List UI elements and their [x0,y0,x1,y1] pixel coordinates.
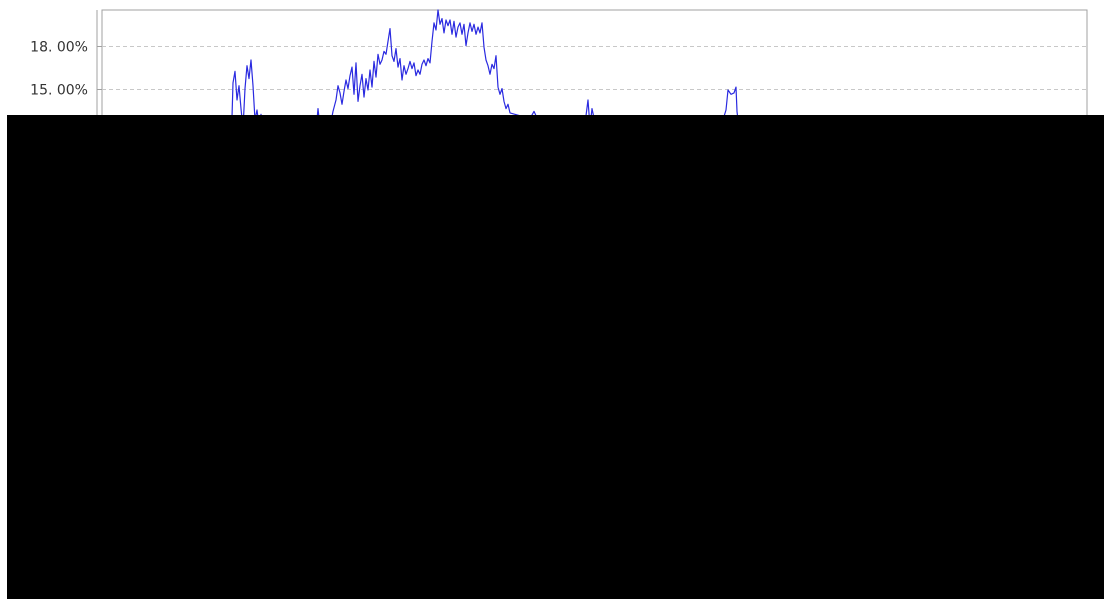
redaction-block [7,115,1104,599]
y-tick-labels: 18. 00% 15. 00% [30,40,102,99]
y-tick-label: 18. 00% [30,40,88,56]
y-tick-label: 15. 00% [30,83,88,99]
gridlines [102,46,1087,90]
